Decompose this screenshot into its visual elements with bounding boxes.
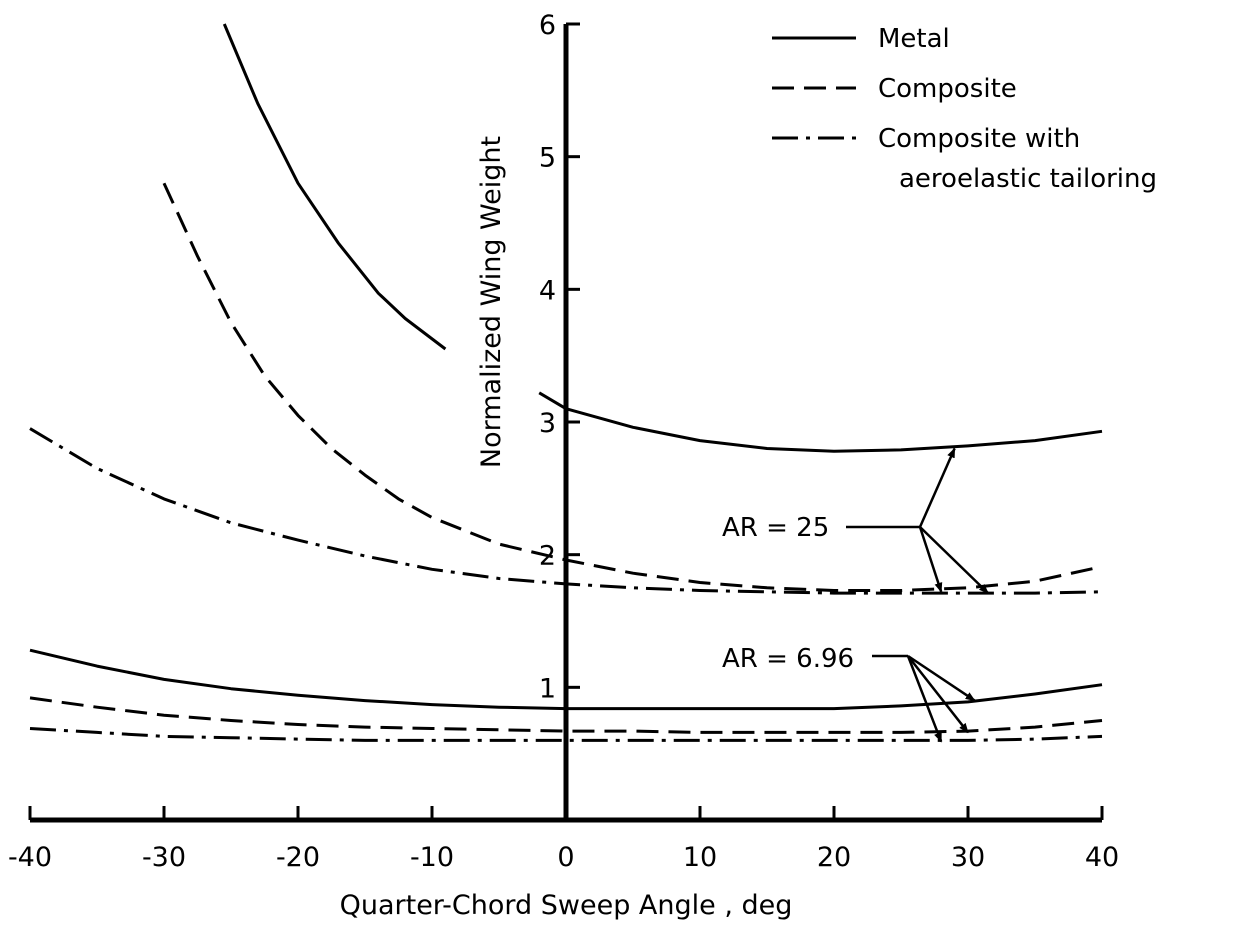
annotation-arrow	[918, 526, 943, 593]
annotation-label: AR = 6.96	[722, 644, 854, 674]
annotation-arrow	[918, 447, 956, 528]
legend-label: aeroelastic tailoring	[899, 164, 1157, 194]
y-axis-title: Normalized Wing Weight	[476, 136, 507, 468]
series-line-solid	[222, 23, 447, 351]
x-tick-label: -20	[276, 842, 320, 873]
y-tick-label: 6	[539, 10, 556, 41]
x-tick-label: 10	[683, 842, 717, 873]
series-line-dashed	[29, 696, 1103, 734]
legend-label: Composite with	[878, 124, 1080, 154]
legend-label: Composite	[878, 74, 1017, 104]
series-line-solid	[538, 391, 1103, 453]
x-tick-label: 0	[557, 842, 574, 873]
series-line-dashed	[162, 182, 1103, 592]
y-tick-label: 5	[539, 143, 556, 174]
x-axis-title: Quarter-Chord Sweep Angle , deg	[340, 890, 793, 921]
annotation-label: AR = 25	[722, 513, 829, 543]
x-tick-label: -30	[142, 842, 186, 873]
x-tick-label: 30	[951, 842, 985, 873]
legend-label: Metal	[878, 24, 950, 54]
y-tick-label: 1	[539, 673, 556, 704]
series-lines	[29, 23, 1103, 742]
series-line-dashdot	[29, 427, 1103, 595]
y-tick-label: 3	[539, 408, 556, 439]
annotation-arrow	[906, 655, 943, 743]
annotation-arrow	[907, 654, 976, 702]
series-line-dashdot	[29, 727, 1103, 742]
legend: Metal Composite Composite with aeroelastic …	[772, 24, 1157, 194]
x-tick-label: 20	[817, 842, 851, 873]
annotation-arrow	[919, 526, 989, 595]
annotations: AR = 25 AR = 6.96	[722, 447, 989, 743]
x-tick-label: -10	[410, 842, 454, 873]
annotation-arrow	[907, 655, 969, 734]
x-tick-label: -40	[8, 842, 52, 873]
series-line-solid	[29, 648, 1103, 711]
x-tick-label: 40	[1085, 842, 1119, 873]
tick-marks	[28, 22, 1104, 820]
y-tick-label: 4	[539, 275, 556, 306]
